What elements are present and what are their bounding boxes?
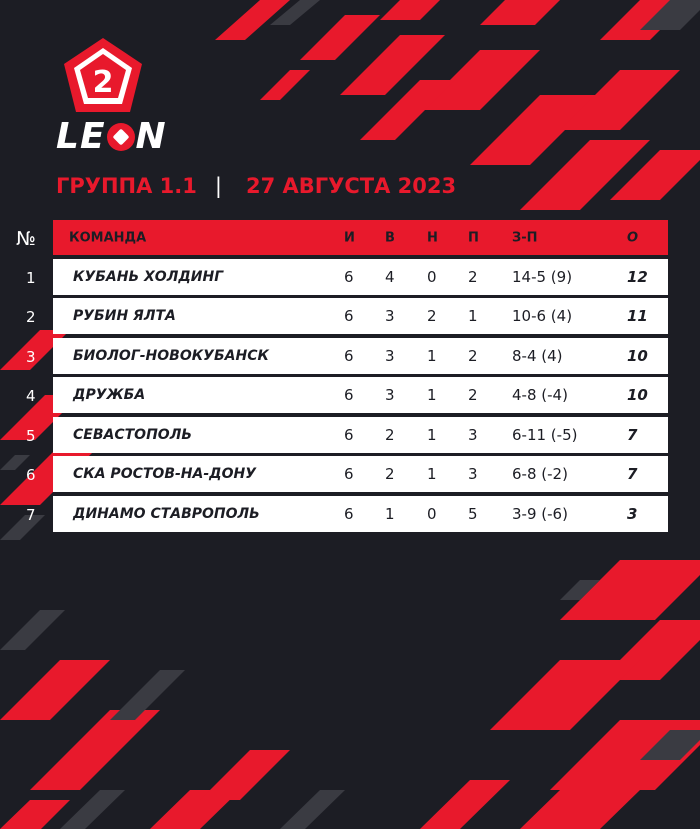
played-cell: 6 xyxy=(344,425,354,444)
header-losses: П xyxy=(468,230,479,245)
header-points: О xyxy=(627,230,639,245)
table-row: СЕВАСТОПОЛЬ 6 2 1 3 6-11 (-5) 7 xyxy=(53,416,668,453)
team-name: ДИНАМО СТАВРОПОЛЬ xyxy=(73,505,260,522)
team-name: РУБИН ЯЛТА xyxy=(73,308,176,324)
draws-cell: 0 xyxy=(427,267,437,286)
table-row: РУБИН ЯЛТА 6 3 2 1 10-6 (4) 11 xyxy=(53,298,668,334)
played-cell: 6 xyxy=(344,267,354,286)
draws-cell: 1 xyxy=(427,425,437,444)
goals-cell: 14-5 (9) xyxy=(512,267,573,286)
league-logo: 2 xyxy=(62,36,144,118)
points-cell: 7 xyxy=(627,465,638,483)
team-name: КУБАНЬ ХОЛДИНГ xyxy=(73,268,224,285)
table-header: КОМАНДА И В Н П З-П О xyxy=(53,220,668,255)
points-cell: 3 xyxy=(627,504,638,523)
losses-cell: 2 xyxy=(468,386,478,404)
goals-cell: 3-9 (-6) xyxy=(512,504,568,523)
wins-cell: 1 xyxy=(385,504,395,523)
points-cell: 12 xyxy=(627,267,648,286)
losses-cell: 3 xyxy=(468,425,478,444)
goals-cell: 6-8 (-2) xyxy=(512,465,568,483)
losses-cell: 2 xyxy=(468,346,478,365)
position-number: 1 xyxy=(26,268,36,287)
subtitle: ГРУППА 1.1 | 27 АВГУСТА 2023 xyxy=(56,174,456,198)
wins-cell: 2 xyxy=(385,425,395,444)
wins-cell: 3 xyxy=(385,346,395,365)
team-name: БИОЛОГ-НОВОКУБАНСК xyxy=(73,347,269,364)
wins-cell: 3 xyxy=(385,386,395,404)
table-row: СКА РОСТОВ-НА-ДОНУ 6 2 1 3 6-8 (-2) 7 xyxy=(53,456,668,492)
team-name: СЕВАСТОПОЛЬ xyxy=(73,426,192,443)
losses-cell: 3 xyxy=(468,465,478,483)
played-cell: 6 xyxy=(344,307,354,325)
draws-cell: 2 xyxy=(427,307,437,325)
table-row: ДРУЖБА 6 3 1 2 4-8 (-4) 10 xyxy=(53,377,668,413)
leon-wordmark: LE N xyxy=(56,116,167,157)
goals-cell: 4-8 (-4) xyxy=(512,386,568,404)
date-label: 27 АВГУСТА 2023 xyxy=(245,174,457,198)
header-played: И xyxy=(344,230,355,245)
subtitle-separator: | xyxy=(214,174,222,198)
losses-cell: 2 xyxy=(468,267,478,286)
wins-cell: 2 xyxy=(385,465,395,483)
goals-cell: 6-11 (-5) xyxy=(512,425,578,444)
played-cell: 6 xyxy=(344,465,354,483)
draws-cell: 1 xyxy=(427,465,437,483)
wins-cell: 3 xyxy=(385,307,395,325)
played-cell: 6 xyxy=(344,504,354,523)
group-label: ГРУППА 1.1 xyxy=(56,174,197,198)
points-cell: 11 xyxy=(627,307,648,325)
table-row: КУБАНЬ ХОЛДИНГ 6 4 0 2 14-5 (9) 12 xyxy=(53,258,668,295)
team-name: СКА РОСТОВ-НА-ДОНУ xyxy=(73,466,257,482)
header-draws: Н xyxy=(427,230,438,245)
played-cell: 6 xyxy=(344,346,354,365)
position-number: 4 xyxy=(26,387,36,405)
pentagon-badge-icon: 2 xyxy=(64,38,142,112)
table-row: БИОЛОГ-НОВОКУБАНСК 6 3 1 2 8-4 (4) 10 xyxy=(53,337,668,374)
points-cell: 10 xyxy=(627,346,648,365)
position-header: № xyxy=(16,228,36,250)
goals-cell: 8-4 (4) xyxy=(512,346,563,365)
header-team: КОМАНДА xyxy=(69,230,147,245)
position-number: 2 xyxy=(26,308,36,326)
position-number: 3 xyxy=(26,347,36,366)
header-goals: З-П xyxy=(512,230,538,245)
points-cell: 7 xyxy=(627,425,638,444)
draws-cell: 0 xyxy=(427,504,437,523)
position-number: 6 xyxy=(26,466,36,484)
losses-cell: 5 xyxy=(468,504,478,523)
losses-cell: 1 xyxy=(468,307,478,325)
wordmark-left: LE xyxy=(56,116,106,157)
header-wins: В xyxy=(385,230,395,245)
ball-icon xyxy=(106,123,135,151)
draws-cell: 1 xyxy=(427,346,437,365)
position-number: 5 xyxy=(26,426,36,445)
goals-cell: 10-6 (4) xyxy=(512,307,573,325)
position-number: 7 xyxy=(26,505,36,524)
badge-number: 2 xyxy=(93,65,114,100)
played-cell: 6 xyxy=(344,386,354,404)
team-name: ДРУЖБА xyxy=(73,387,146,403)
standings-table: КОМАНДА И В Н П З-П О КУБАНЬ ХОЛДИНГ 6 4 0 2… xyxy=(53,220,668,532)
table-row: ДИНАМО СТАВРОПОЛЬ 6 1 0 5 3-9 (-6) 3 xyxy=(53,495,668,532)
points-cell: 10 xyxy=(627,386,648,404)
wins-cell: 4 xyxy=(385,267,395,286)
draws-cell: 1 xyxy=(427,386,437,404)
wordmark-right: N xyxy=(135,116,167,157)
